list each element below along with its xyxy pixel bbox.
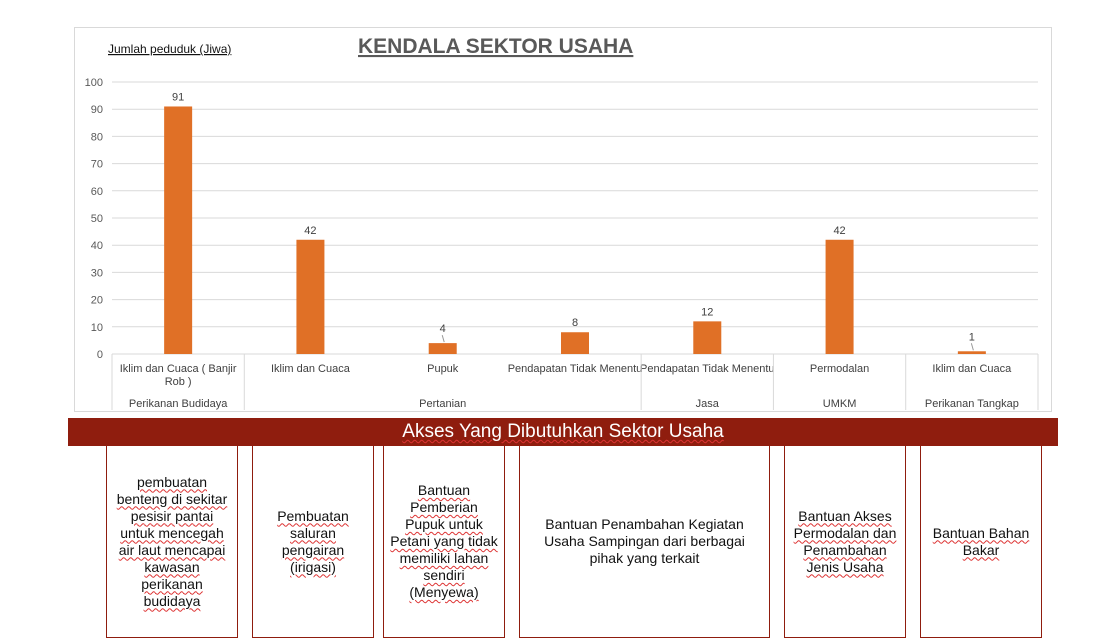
solution-box-5: Bantuan Akses Permodalan dan Penambahan … — [784, 446, 906, 638]
bar — [428, 343, 457, 354]
solution-text-1: pembuatan benteng di sekitar pesisir pan… — [116, 473, 228, 609]
y-tick-label: 30 — [91, 267, 103, 279]
y-tick-label: 0 — [97, 349, 103, 361]
bar — [957, 351, 986, 354]
x-tick-label: Iklim dan Cuaca — [271, 363, 351, 375]
bar — [296, 239, 325, 354]
y-tick-label: 100 — [85, 77, 103, 89]
y-tick-label: 10 — [91, 322, 103, 334]
y-tick-label: 20 — [91, 295, 103, 307]
group-label: Perikanan Budidaya — [129, 398, 228, 410]
data-label-leader — [970, 343, 974, 351]
solution-text-5: Bantuan Akses Permodalan dan Penambahan … — [793, 507, 897, 575]
solution-text-6: Bantuan Bahan Bakar — [932, 524, 1030, 558]
solution-text-4: Bantuan Penambahan Kegiatan Usaha Sampin… — [544, 516, 745, 566]
bar — [693, 321, 722, 354]
data-label: 42 — [833, 225, 845, 237]
x-tick-label: Iklim dan Cuaca — [932, 363, 1012, 375]
y-tick-label: 60 — [91, 186, 103, 198]
y-tick-label: 40 — [91, 240, 103, 252]
access-banner: Akses Yang Dibutuhkan Sektor Usaha — [68, 418, 1058, 446]
y-tick-label: 50 — [91, 213, 103, 225]
x-tick-label: Iklim dan Cuaca ( Banjir Rob ) — [120, 363, 237, 388]
y-tick-label: 80 — [91, 131, 103, 143]
bar-chart: KENDALA SEKTOR USAHA Jumlah peduduk (Jiwa… — [85, 35, 1039, 410]
access-banner-text: Akses Yang Dibutuhkan Sektor Usaha — [402, 421, 724, 442]
y-tick-label: 90 — [91, 104, 103, 116]
data-label: 8 — [572, 317, 578, 329]
solution-text-2: Pembuatan saluran pengairan (irigasi) — [277, 507, 349, 575]
group-label: Jasa — [696, 398, 720, 410]
data-label: 42 — [304, 225, 316, 237]
chart-frame: KENDALA SEKTOR USAHA Jumlah peduduk (Jiwa… — [74, 27, 1052, 412]
solution-box-3: Bantuan Pemberian Pupuk untuk Petani yan… — [383, 446, 505, 638]
x-tick-label: Permodalan — [810, 363, 869, 375]
y-axis-label: Jumlah peduduk (Jiwa) — [108, 42, 231, 56]
data-label-leader — [441, 334, 445, 343]
group-label: UMKM — [823, 398, 857, 410]
x-tick-label: Pendapatan Tidak Menentu — [640, 363, 775, 375]
chart-title: KENDALA SEKTOR USAHA — [358, 35, 633, 58]
solution-box-1: pembuatan benteng di sekitar pesisir pan… — [106, 446, 238, 638]
data-label: 12 — [701, 306, 713, 318]
solution-text-3: Bantuan Pemberian Pupuk untuk Petani yan… — [390, 482, 498, 600]
data-label: 4 — [440, 323, 446, 335]
data-label: 1 — [969, 331, 975, 343]
group-label: Perikanan Tangkap — [925, 398, 1019, 410]
group-label: Pertanian — [419, 398, 466, 410]
solution-box-4: Bantuan Penambahan Kegiatan Usaha Sampin… — [519, 446, 770, 638]
x-tick-label: Pupuk — [427, 363, 459, 375]
solution-box-6: Bantuan Bahan Bakar — [920, 446, 1042, 638]
bar — [825, 239, 854, 354]
x-tick-label: Pendapatan Tidak Menentu — [508, 363, 643, 375]
bar — [561, 332, 589, 354]
y-tick-label: 70 — [91, 159, 103, 171]
bar — [164, 106, 193, 354]
data-label: 91 — [172, 91, 184, 103]
solution-box-2: Pembuatan saluran pengairan (irigasi) — [252, 446, 374, 638]
